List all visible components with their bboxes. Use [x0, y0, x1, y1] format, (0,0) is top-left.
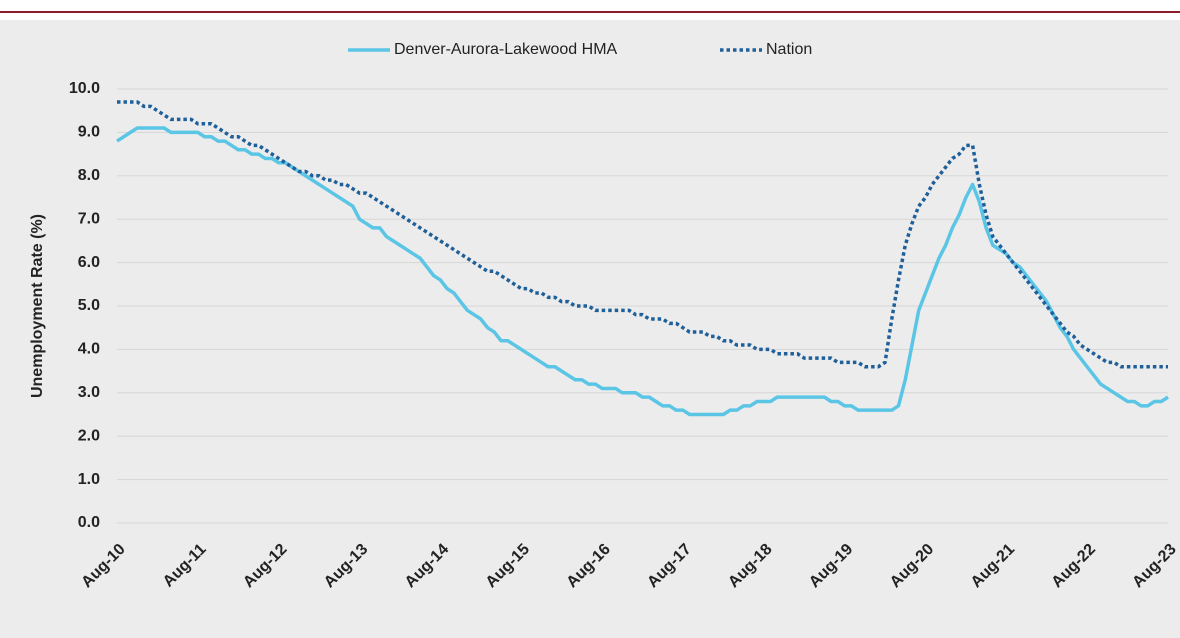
y-tick-label: 8.0: [78, 167, 100, 184]
y-tick-label: 6.0: [78, 254, 100, 271]
series-line: [117, 100, 1168, 369]
y-tick-label: 1.0: [78, 471, 100, 488]
y-tick-label: 5.0: [78, 297, 100, 314]
y-tick-label: 4.0: [78, 341, 100, 358]
y-axis-label: Unemployment Rate (%): [29, 214, 46, 398]
y-tick-label: 3.0: [78, 384, 100, 401]
y-tick-label: 9.0: [78, 124, 100, 141]
y-tick-label: 7.0: [78, 210, 100, 227]
legend-label: Nation: [766, 41, 812, 58]
y-tick-label: 10.0: [69, 80, 100, 97]
legend-label: Denver-Aurora-Lakewood HMA: [394, 41, 618, 58]
series-line: [116, 126, 1169, 417]
y-tick-label: 2.0: [78, 427, 100, 444]
y-tick-label: 0.0: [78, 514, 100, 531]
